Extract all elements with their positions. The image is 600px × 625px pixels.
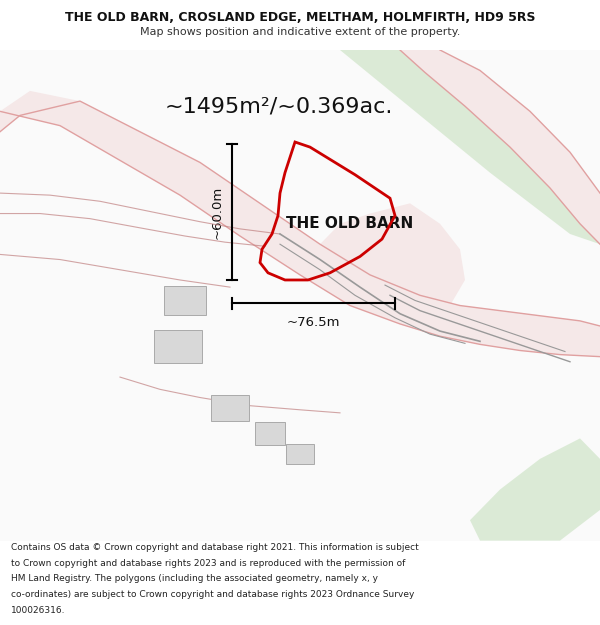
Text: HM Land Registry. The polygons (including the associated geometry, namely x, y: HM Land Registry. The polygons (includin… [11,574,378,583]
Text: to Crown copyright and database rights 2023 and is reproduced with the permissio: to Crown copyright and database rights 2… [11,559,405,568]
Text: ~60.0m: ~60.0m [211,186,224,239]
Polygon shape [340,50,600,244]
Text: 100026316.: 100026316. [11,606,65,614]
Bar [211,395,249,421]
Polygon shape [470,438,600,541]
Text: THE OLD BARN: THE OLD BARN [286,216,413,231]
Polygon shape [0,91,600,357]
Polygon shape [400,50,600,244]
Text: THE OLD BARN, CROSLAND EDGE, MELTHAM, HOLMFIRTH, HD9 5RS: THE OLD BARN, CROSLAND EDGE, MELTHAM, HO… [65,11,535,24]
Bar [164,286,206,315]
Text: Map shows position and indicative extent of the property.: Map shows position and indicative extent… [140,27,460,37]
Text: Contains OS data © Crown copyright and database right 2021. This information is : Contains OS data © Crown copyright and d… [11,543,419,552]
Text: co-ordinates) are subject to Crown copyright and database rights 2023 Ordnance S: co-ordinates) are subject to Crown copyr… [11,590,414,599]
Bar [286,444,314,464]
Polygon shape [320,203,465,306]
Text: ~76.5m: ~76.5m [287,316,340,329]
Bar [154,330,202,362]
Text: ~1495m²/~0.369ac.: ~1495m²/~0.369ac. [165,96,394,116]
Bar [255,422,285,444]
